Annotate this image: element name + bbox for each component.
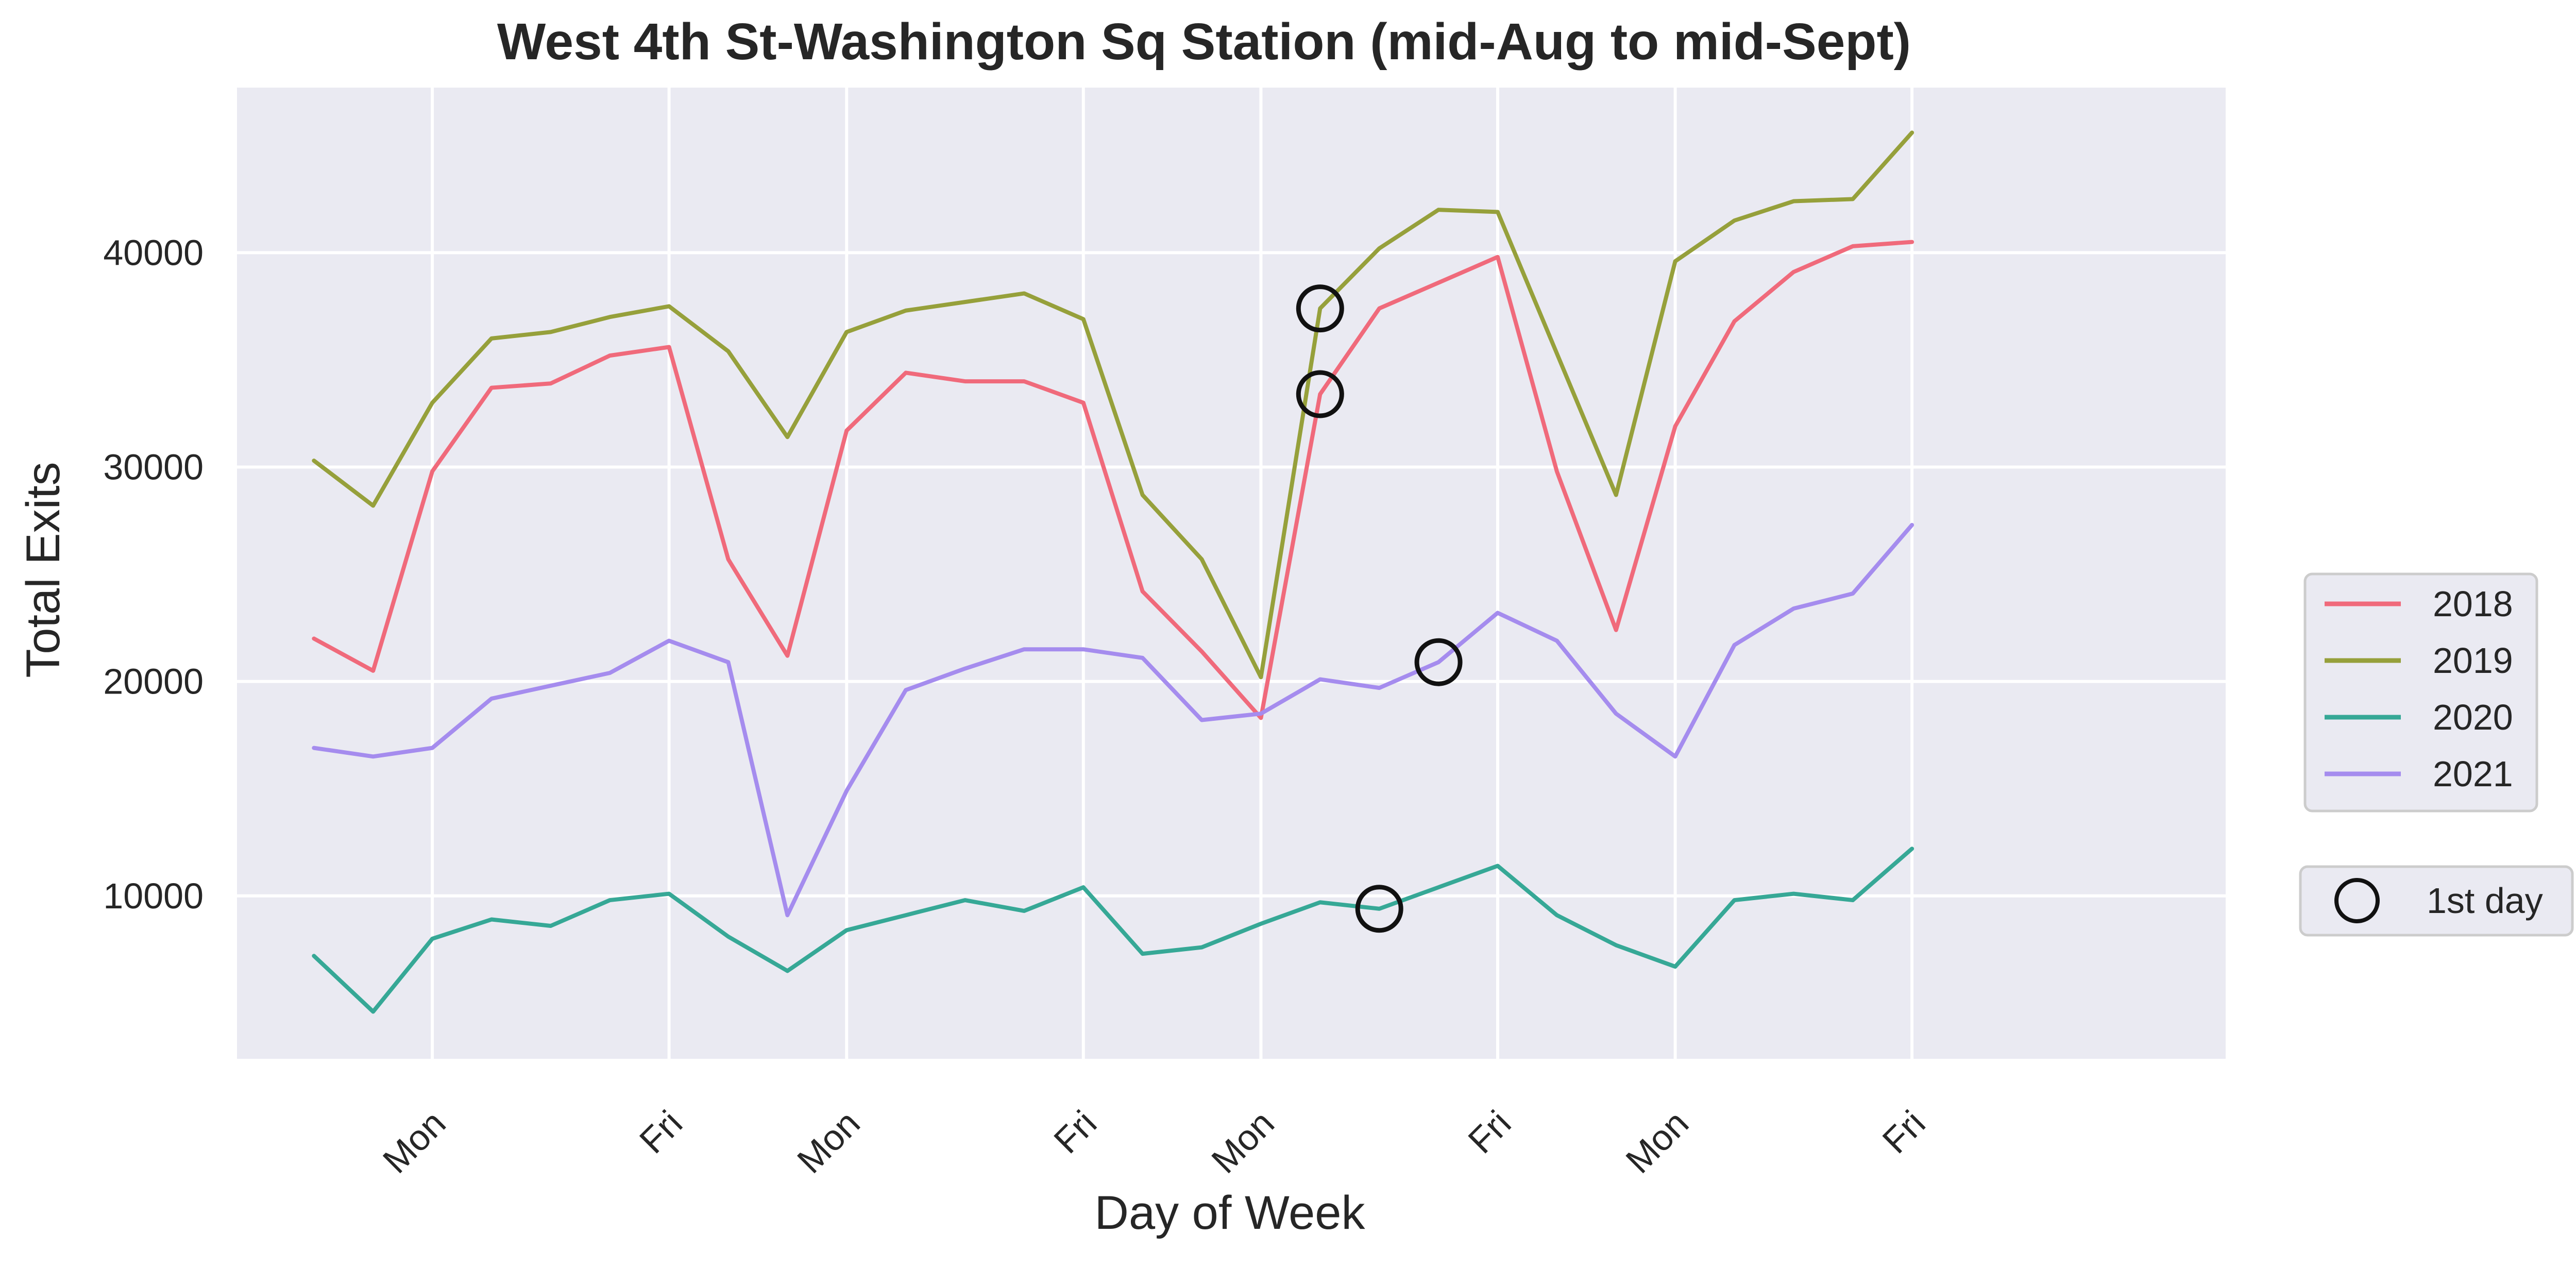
series-lines	[312, 130, 1914, 1014]
series-line-2018	[312, 240, 1914, 720]
y-axis-label: Total Exits	[17, 462, 70, 678]
y-tick-label: 30000	[103, 447, 204, 487]
first-day-marker-2020	[1355, 885, 1403, 933]
marker-legend: 1st day	[2299, 865, 2574, 937]
marker-legend-symbol	[2334, 878, 2380, 923]
grid-lines	[237, 88, 2226, 1059]
legend: 2018 2019 2020 2021	[2303, 572, 2538, 813]
series-line-2020	[312, 847, 1914, 1014]
first-day-markers	[1296, 284, 1463, 933]
marker-legend-label: 1st day	[2427, 881, 2543, 921]
legend-entries: 2018 2019 2020 2021	[2325, 584, 2513, 794]
first-day-marker-2021	[1414, 638, 1463, 686]
legend-box	[2303, 572, 2538, 813]
y-tick-label: 20000	[103, 662, 204, 702]
legend-label-2020: 2020	[2433, 697, 2513, 737]
first-day-marker-2019	[1296, 284, 1344, 333]
legend-label-2021: 2021	[2433, 754, 2513, 794]
chart-title: West 4th St-Washington Sq Station (mid-A…	[497, 13, 1911, 71]
y-tick-label: 10000	[103, 876, 204, 916]
series-line-2019	[312, 130, 1914, 680]
series-line-2021	[312, 522, 1914, 918]
y-axis-ticks: 10000 20000 30000 40000	[103, 232, 204, 916]
x-axis-label: Day of Week	[1095, 1187, 1366, 1239]
legend-label-2019: 2019	[2433, 640, 2513, 681]
y-tick-label: 40000	[103, 232, 204, 273]
first-day-marker-2018	[1296, 370, 1344, 418]
legend-label-2018: 2018	[2433, 584, 2513, 624]
plot-area	[237, 88, 2226, 1059]
